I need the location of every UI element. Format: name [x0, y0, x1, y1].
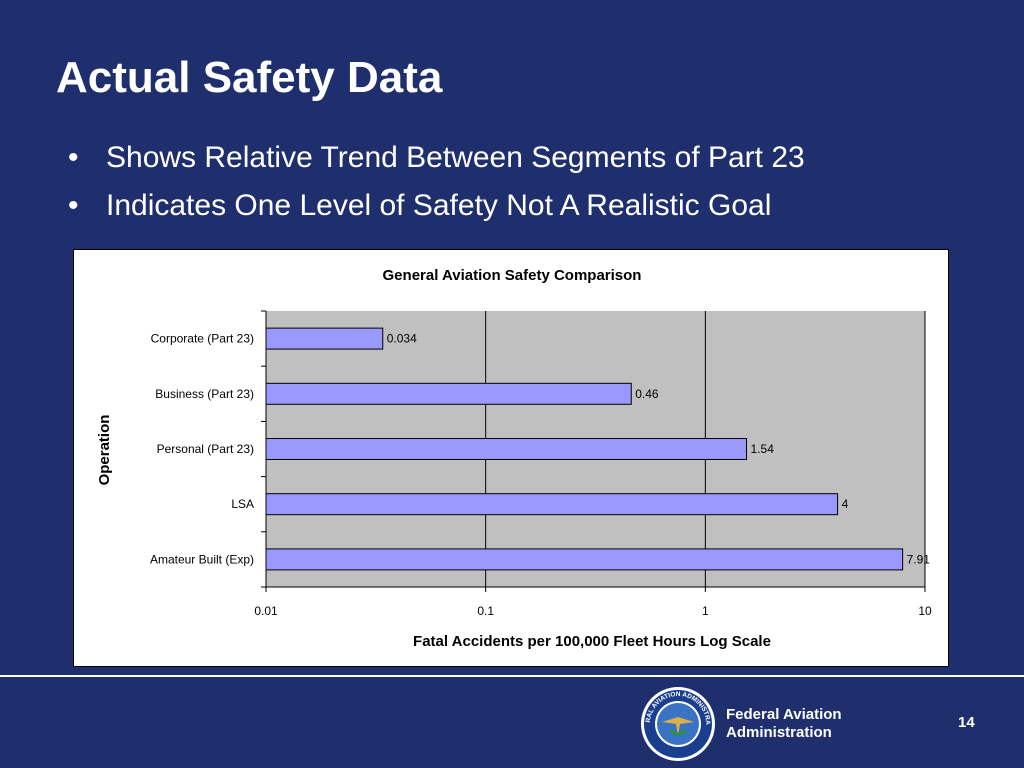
bullet-item: • Indicates One Level of Safety Not A Re…: [68, 182, 805, 230]
bar: [265, 548, 904, 571]
data-label: 4: [842, 497, 849, 511]
category-label: Corporate (Part 23): [151, 332, 254, 346]
agency-name-line2: Administration: [726, 724, 832, 741]
agency-name: Federal Aviation Administration: [726, 706, 842, 742]
bullet-glyph: •: [68, 141, 79, 174]
data-label: 7.91: [907, 552, 931, 566]
slide-title: Actual Safety Data: [56, 53, 443, 102]
bullet-glyph: •: [68, 189, 79, 222]
category-label: Personal (Part 23): [157, 442, 254, 456]
bullet-item: • Shows Relative Trend Between Segments …: [68, 134, 805, 182]
chart-title: General Aviation Safety Comparison: [383, 267, 642, 284]
bullet-text: Shows Relative Trend Between Segments of…: [106, 141, 805, 174]
x-axis-label: Fatal Accidents per 100,000 Fleet Hours …: [413, 633, 771, 650]
y-axis-label: Operation: [96, 415, 113, 486]
faa-seal-icon: FEDERAL AVIATION ADMINISTRATION: [637, 681, 716, 762]
data-label: 0.46: [635, 387, 659, 401]
page-number: 14: [958, 714, 975, 731]
data-label: 0.034: [387, 332, 417, 346]
category-label: Amateur Built (Exp): [150, 552, 254, 566]
x-tick-label: 0.1: [477, 604, 494, 618]
data-label: 1.54: [751, 442, 775, 456]
agency-name-line1: Federal Aviation: [726, 706, 842, 723]
bullet-text: Indicates One Level of Safety Not A Real…: [106, 189, 772, 222]
chart-container: General Aviation Safety Comparison Fatal…: [73, 249, 949, 667]
bullet-list: • Shows Relative Trend Between Segments …: [68, 134, 805, 230]
category-label: Business (Part 23): [155, 387, 254, 401]
bar: [265, 382, 632, 405]
category-label: LSA: [231, 497, 254, 511]
bar: [265, 438, 748, 460]
bar: [265, 327, 384, 350]
bar-chart: General Aviation Safety Comparison Fatal…: [96, 267, 932, 650]
x-tick-label: 0.01: [254, 604, 278, 618]
footer-divider: [0, 675, 1024, 677]
x-tick-label: 1: [702, 604, 709, 618]
bar: [265, 493, 839, 516]
x-tick-label: 10: [918, 604, 932, 618]
